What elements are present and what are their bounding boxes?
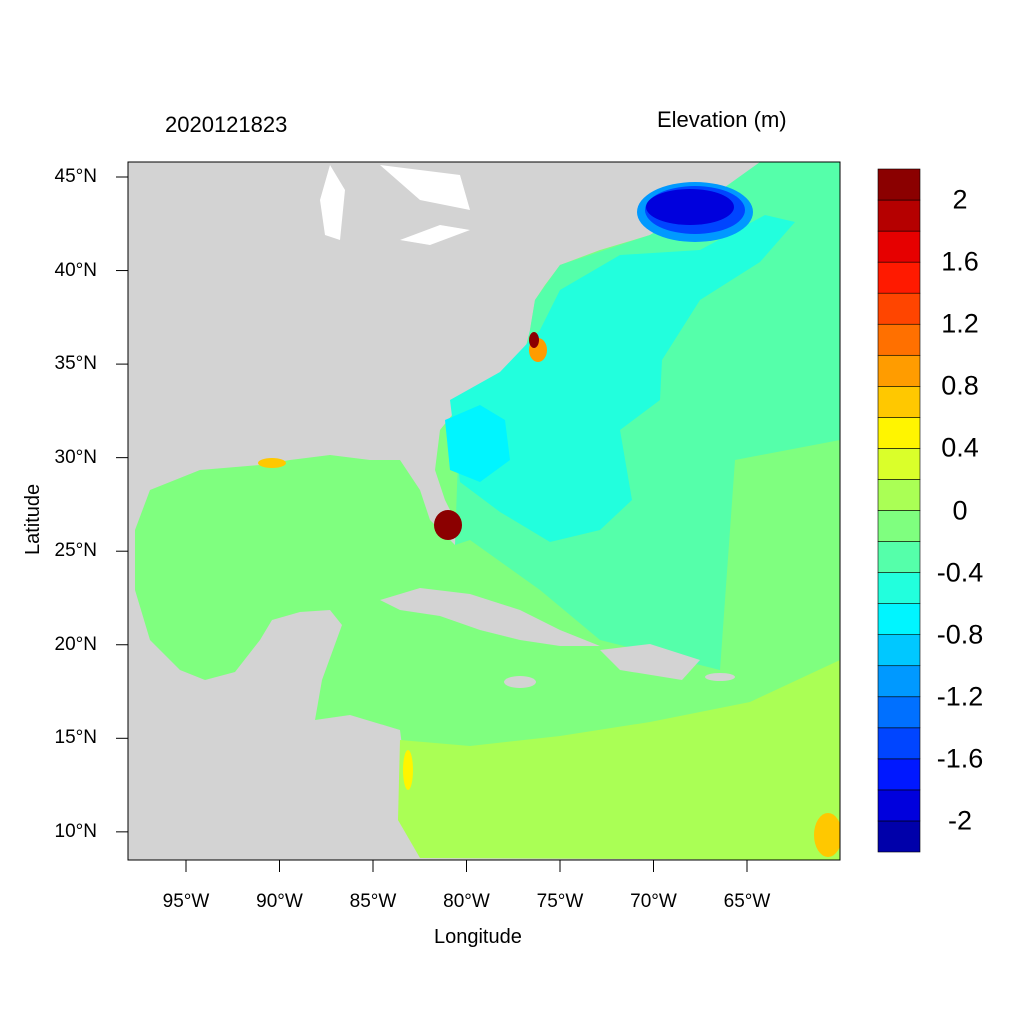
y-tick-label: 10°N [54,820,97,842]
colorbar-label: -1.2 [936,681,984,712]
atlantic-cyan-region [450,215,795,542]
honduras-high [403,750,413,790]
y-tick-label: 40°N [54,259,97,281]
atlantic-region [455,162,840,670]
x-tick-label: 90°W [256,891,303,912]
colorbar-swatch [877,727,921,760]
y-tick-label: 25°N [54,540,97,562]
x-tick-label: 65°W [723,891,771,912]
colorbar-label: 1.6 [941,246,979,277]
colorbar-swatch [877,820,921,853]
colorbar-swatch [877,572,921,604]
map-timestamp-title: 2020121823 [165,112,288,137]
x-axis-label: Longitude [434,926,522,948]
plot-frame [127,161,841,861]
colorbar-swatch [877,168,921,201]
colorbar-swatch [877,448,921,480]
se-corner-high [814,813,840,857]
colorbar-swatch [877,230,921,263]
jamaica [504,676,536,688]
y-tick-label: 20°N [54,633,97,655]
y-tick-label: 35°N [54,353,97,375]
x-tick-label: 85°W [349,891,397,912]
puerto-rico [705,673,735,681]
great-lakes [320,165,470,245]
colorbar-swatch [877,386,921,418]
colorbar-label: 1.2 [941,308,979,339]
hispaniola [600,644,700,680]
colorbar-swatch [877,541,921,573]
colorbar-swatch [877,354,921,387]
colorbar-label: -2 [947,805,973,836]
y-tick-label: 15°N [54,727,97,749]
cyan-coastal-region [445,405,510,482]
louisiana-high [258,458,286,468]
pamlico-high [529,332,539,348]
colorbar-swatch [877,696,921,729]
colorbar-swatch [877,789,921,822]
y-tick-label: 30°N [54,446,97,468]
x-tick-label: 95°W [162,891,210,912]
gulf-of-maine-low [646,189,734,225]
x-tick-label: 70°W [630,891,677,912]
colorbar-swatch [877,510,921,542]
map-field [128,162,840,860]
colorbar-swatch [877,603,921,635]
colorbar-label: -0.8 [936,619,984,650]
colorbar-label: 0.8 [941,370,979,401]
caribbean-south-region [398,660,840,860]
colorbar-label: 0 [952,495,968,525]
colorbar-label: -0.4 [936,557,984,588]
y-ticks [116,176,128,833]
variable-title: Elevation (m) [657,107,787,132]
x-tick-label: 80°W [443,891,490,912]
colorbar-swatch [877,634,921,667]
cuba [380,588,600,646]
x-tick-label: 75°W [536,891,584,912]
colorbar-label: 2 [952,184,968,215]
colorbar-swatch [877,292,921,325]
colorbar-swatch [877,758,921,791]
x-ticks [185,860,748,872]
y-axis-label: Latitude [22,483,44,555]
colorbar [877,168,921,853]
y-tick-label: 45°N [54,166,97,187]
colorbar-swatch [877,479,921,511]
colorbar-label: 0.4 [941,432,979,463]
colorbar-swatch [877,199,921,232]
colorbar-label: -1.6 [936,743,984,774]
colorbar-swatch [877,261,921,294]
colorbar-swatch [877,323,921,356]
colorbar-swatch [877,417,921,449]
florida-high [434,510,462,540]
colorbar-swatch [877,665,921,698]
